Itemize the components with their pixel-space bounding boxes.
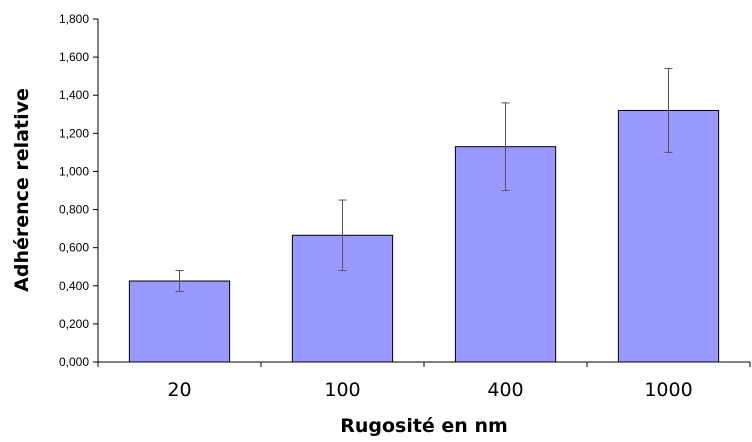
bar-20	[128, 280, 231, 363]
y-tick-label: 0,600	[59, 241, 89, 255]
x-tick-label: 400	[487, 379, 523, 401]
y-tick-label: 0,400	[59, 279, 89, 293]
error-bar-100	[338, 199, 347, 272]
y-axis-ticks: 0,000 0,200 0,400 0,600 0,800 1,000 1,200 1,400…	[59, 12, 98, 369]
x-tick-label: 100	[324, 379, 360, 401]
y-tick-label: 1,200	[59, 126, 89, 140]
error-bars	[175, 68, 673, 292]
x-axis-title: Rugosité en nm	[340, 415, 508, 437]
error-bar-1000	[664, 68, 673, 153]
y-axis-title: Adhérence relative	[11, 88, 33, 292]
y-tick-label: 1,800	[59, 12, 89, 26]
x-tick-label: 20	[167, 379, 191, 401]
bars	[128, 109, 720, 363]
y-tick-label: 0,800	[59, 203, 89, 217]
y-tick-label: 1,400	[59, 88, 89, 102]
y-tick-label: 1,600	[59, 50, 89, 64]
y-tick-label: 0,000	[59, 355, 89, 369]
x-tick-label: 1000	[644, 379, 692, 401]
error-bar-400	[501, 102, 510, 191]
y-tick-label: 0,200	[59, 317, 89, 331]
error-bar-20	[175, 270, 184, 292]
x-axis-ticks: 20 100 400 1000	[97, 362, 751, 401]
y-tick-label: 1,000	[59, 164, 89, 178]
